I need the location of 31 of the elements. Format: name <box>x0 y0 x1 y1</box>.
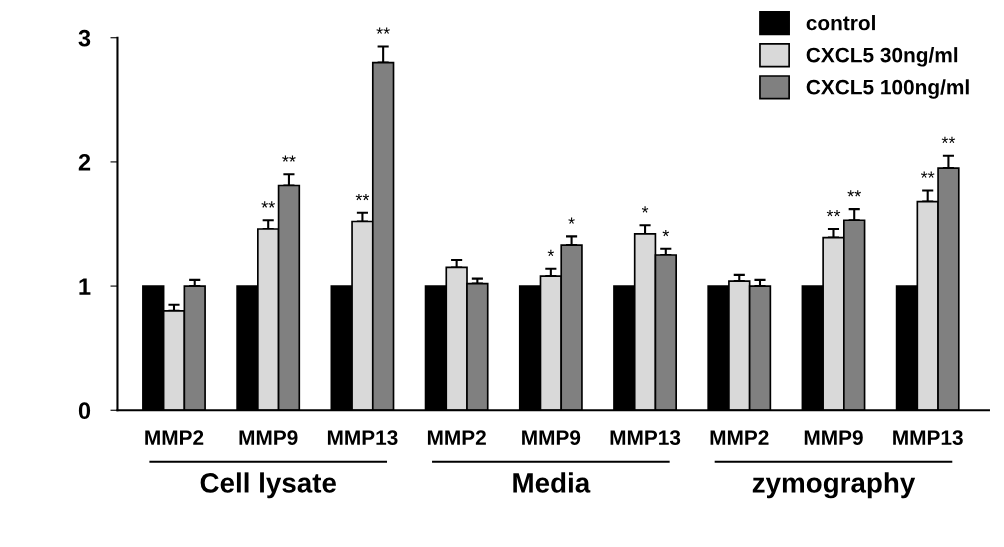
x-tick-label: MMP2 <box>427 430 486 445</box>
data-label: ** <box>355 193 370 201</box>
text: Media <box>513 472 591 493</box>
legend-label: CXCL5 100ng/ml <box>806 79 969 99</box>
data-label: * <box>547 249 555 257</box>
data-label: ** <box>826 210 841 217</box>
x-tick-label: MMP2 <box>145 430 204 445</box>
y-tick-label: 2 <box>78 153 91 171</box>
y-tick-label: 0 <box>78 402 91 420</box>
data-label: ** <box>282 155 296 162</box>
x-tick-label: MMP13 <box>610 430 681 446</box>
data-label: ** <box>376 27 390 34</box>
x-tick-label: MMP9 <box>239 430 298 445</box>
y-tick-label: 3 <box>78 29 91 47</box>
data-label: * <box>568 217 575 224</box>
data-label: ** <box>261 201 275 208</box>
data-label: ** <box>847 190 861 197</box>
y-tick-label: 1 <box>79 278 91 295</box>
data-label: ** <box>920 171 935 178</box>
x-tick-label: MMP13 <box>327 430 398 446</box>
legend-label: CXCL5 30ng/ml <box>806 47 958 67</box>
x-tick-label: MMP13 <box>893 430 963 446</box>
text: zymography <box>752 472 916 499</box>
x-tick-label: MMP9 <box>804 430 863 445</box>
x-tick-label: MMP9 <box>522 430 581 445</box>
data-label: * <box>641 206 649 213</box>
text: Cell lysate <box>200 472 336 499</box>
data-label: * <box>662 229 670 237</box>
x-tick-label: MMP2 <box>710 430 769 445</box>
data-label: ** <box>941 136 956 144</box>
legend-label: control <box>806 15 875 31</box>
